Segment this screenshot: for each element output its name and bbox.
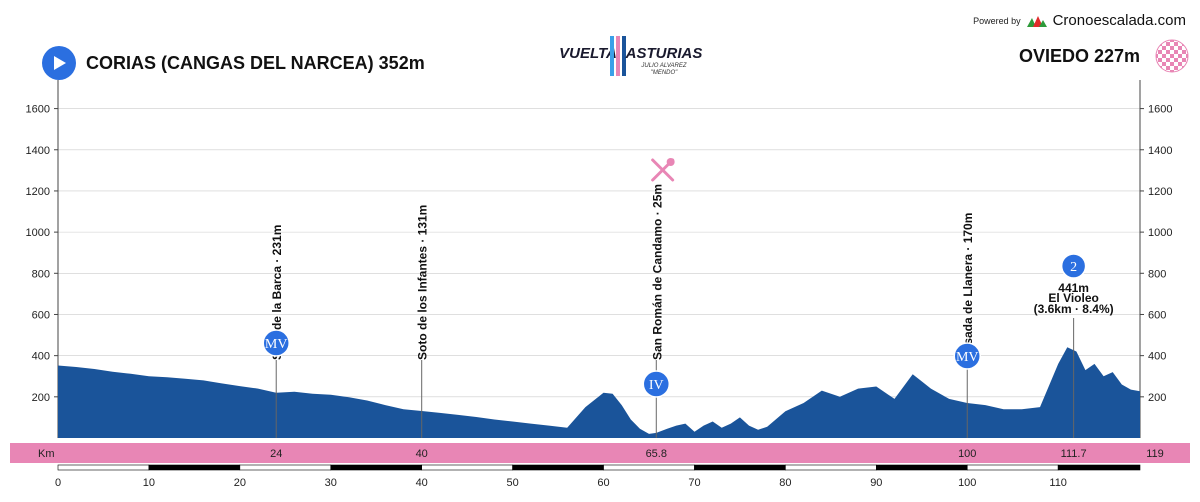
start-arrow-icon [42,46,76,80]
climb-category-label: 2 [1070,260,1077,275]
climb-altitude: 441m [1058,281,1089,295]
scale-segment [785,464,877,471]
powered-by-label: Powered by [973,15,1021,26]
x-tick-label: 20 [234,477,246,489]
scale-segment [966,464,1059,471]
km-mark-label: 40 [416,448,428,460]
y-tick-label: 400 [1148,351,1166,363]
spoon-icon [666,158,675,166]
y-tick-label: 600 [1148,309,1166,321]
scale-segment [239,464,332,471]
x-tick-label: 110 [1049,477,1067,489]
x-tick-label: 10 [143,477,155,489]
y-tick-label: 1600 [1148,104,1172,116]
scale-segment [421,464,513,471]
grid-lines [58,108,1140,398]
x-tick-label: 60 [597,477,609,489]
distance-scale-bar: 0 10 20 30 40 50 60 70 80 90 100 110 [55,464,1141,489]
km-band-background [10,443,1190,463]
y-tick-label: 1000 [26,227,50,239]
feed-zone-icon [651,158,675,182]
event-logo-word1: VUELTA [559,45,617,62]
x-tick-label: 0 [55,477,61,489]
point-label: Soto de la Barca · 231m [270,225,284,360]
scale-segment [876,464,968,471]
y-tick-label: 1200 [1148,186,1172,198]
start-location: CORIAS (CANGAS DEL NARCEA) 352m [42,46,425,80]
y-tick-label: 200 [1148,392,1166,404]
y-tick-label: 200 [32,392,50,404]
km-mark-label: 111.7 [1061,448,1087,460]
y-tick-label: 1400 [1148,145,1172,157]
category-marker-label: IV [649,378,664,393]
x-tick-label: 40 [416,477,428,489]
y-tick-label: 1000 [1148,227,1172,239]
scale-segment [330,464,422,471]
y-tick-label: 400 [32,351,50,363]
y-axis-left: 200 400 600 800 1000 1200 1400 1600 [26,80,59,438]
scale-segment [1057,464,1141,471]
category-marker [262,329,290,357]
climb-name: El Violeo [1048,291,1098,305]
scale-segment [148,464,241,471]
y-tick-label: 600 [32,309,50,321]
x-tick-label: 90 [870,477,882,489]
y-tick-label: 800 [32,268,50,280]
km-mark-label: 24 [270,448,282,460]
km-mark-label: 119 [1146,448,1164,460]
category-marker [953,342,981,370]
y-tick-label: 800 [1148,268,1166,280]
climb-detail: (3.6km · 8.4%) [1034,302,1114,316]
km-mark-label: 100 [958,448,976,460]
finish-location: OVIEDO 227m [1018,39,1189,73]
km-band-label: Km [38,448,55,460]
category-marker [642,370,671,398]
climb-category-badge [1060,253,1087,279]
event-logo-word2: ASTURIAS [625,45,703,62]
point-label: San Román de Candamo · 25m [650,184,664,360]
km-band: Km 24 40 65.8 100 111.7 119 [10,443,1190,463]
y-tick-label: 1400 [26,145,50,157]
event-logo-sub2: "MENDO" [651,70,678,76]
brand-link[interactable]: Cronoescalada.com [1052,12,1186,29]
x-tick-label: 30 [325,477,337,489]
event-logo: VUELTA ASTURIAS JULIO ALVAREZ "MENDO" [559,36,703,76]
x-tick-label: 50 [506,477,518,489]
finish-label: OVIEDO 227m [1018,46,1140,66]
scale-segment [603,464,695,471]
checkered-flag-icon [1155,39,1189,73]
start-label: CORIAS (CANGAS DEL NARCEA) 352m [86,52,425,73]
x-tick-label: 100 [958,477,976,489]
scale-segment [694,464,786,471]
point-label: Posada de Llanera · 170m [961,213,975,360]
category-marker-label: MV [956,350,979,365]
y-tick-label: 1200 [26,186,50,198]
scale-segment [57,464,150,471]
elevation-area [58,347,1140,438]
km-mark-label: 65.8 [646,448,667,460]
powered-by: Powered by Cronoescalada.com [973,12,1186,29]
y-tick-label: 1600 [26,104,50,116]
event-logo-sub1: JULIO ALVAREZ [640,63,686,69]
y-axis-right: 200 400 600 800 1000 1200 1400 1600 [1139,80,1172,438]
point-label: Soto de los Infantes · 131m [416,205,430,360]
x-tick-label: 70 [688,477,700,489]
category-marker-label: MV [265,337,288,352]
x-tick-label: 80 [779,477,791,489]
scale-segment [512,464,604,471]
mountain-logo-icon [1026,15,1047,27]
